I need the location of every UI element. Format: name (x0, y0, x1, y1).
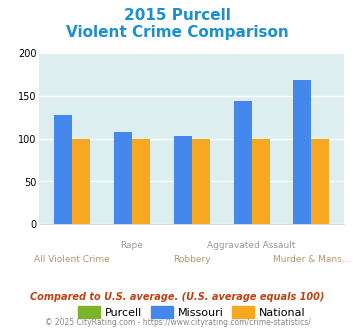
Text: Rape: Rape (120, 241, 143, 250)
Legend: Purcell, Missouri, National: Purcell, Missouri, National (73, 302, 310, 322)
Bar (54, 115, 72, 224)
Bar (72, 139, 90, 224)
Bar (234, 101, 252, 224)
Text: All Violent Crime: All Violent Crime (34, 255, 110, 264)
Text: Aggravated Assault: Aggravated Assault (207, 241, 296, 250)
Bar (174, 136, 192, 224)
Text: Violent Crime Comparison: Violent Crime Comparison (66, 25, 289, 40)
Bar (114, 132, 132, 224)
Text: Murder & Mans...: Murder & Mans... (273, 255, 350, 264)
Bar (192, 139, 210, 224)
Bar (294, 80, 311, 224)
Text: Compared to U.S. average. (U.S. average equals 100): Compared to U.S. average. (U.S. average … (30, 292, 325, 302)
Bar (252, 139, 269, 224)
Text: 2015 Purcell: 2015 Purcell (124, 8, 231, 23)
Bar (311, 139, 329, 224)
Text: Robbery: Robbery (173, 255, 211, 264)
Text: © 2025 CityRating.com - https://www.cityrating.com/crime-statistics/: © 2025 CityRating.com - https://www.city… (45, 318, 310, 327)
Bar (132, 139, 150, 224)
